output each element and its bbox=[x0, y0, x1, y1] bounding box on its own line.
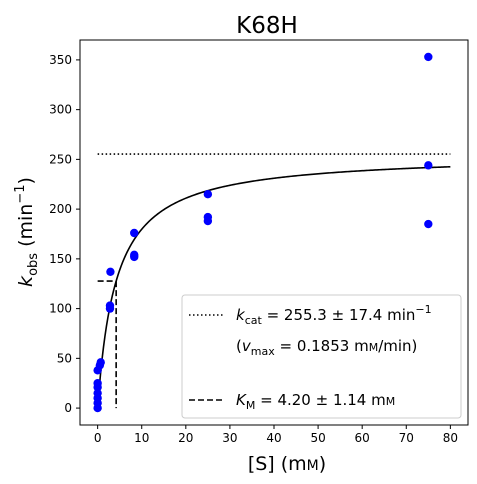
x-tick-label: 60 bbox=[355, 431, 370, 445]
x-tick-label: 20 bbox=[178, 431, 193, 445]
legend-vmax-close: /min) bbox=[378, 337, 417, 355]
y-tick-label: 300 bbox=[49, 103, 72, 117]
x-tick-label: 0 bbox=[94, 431, 102, 445]
y-axis-label-sup: −1 bbox=[13, 184, 28, 203]
data-point bbox=[130, 228, 139, 238]
y-axis-label-mid: (min bbox=[15, 204, 37, 253]
legend-vmax-unit: M bbox=[369, 341, 379, 354]
legend-vmax-open: ( bbox=[236, 337, 242, 355]
x-tick-label: 50 bbox=[310, 431, 325, 445]
y-tick-label: 200 bbox=[49, 202, 72, 216]
x-tick-label: 40 bbox=[266, 431, 281, 445]
y-axis-label-k: k bbox=[15, 275, 37, 287]
y-tick-label: 0 bbox=[64, 401, 72, 415]
legend-km-unit: M bbox=[386, 395, 396, 408]
data-point bbox=[130, 250, 139, 260]
lines-layer bbox=[96, 153, 451, 409]
legend-km-label: KM = 4.20 ± 1.14 mM bbox=[236, 391, 395, 412]
x-axis-label-unit: M bbox=[307, 458, 319, 474]
legend-kcat-sub: cat bbox=[245, 314, 263, 327]
data-point bbox=[203, 212, 213, 222]
legend-km-sub: M bbox=[246, 399, 256, 412]
legend-kcat-label: kcat = 255.3 ± 17.4 min−1 bbox=[236, 303, 432, 327]
x-tick-label: 30 bbox=[222, 431, 237, 445]
legend-vmax-sub: max bbox=[251, 345, 275, 358]
legend-km-k: K bbox=[236, 391, 247, 409]
data-point bbox=[424, 52, 433, 62]
y-tick-label: 250 bbox=[49, 152, 72, 166]
x-tick-label: 10 bbox=[134, 431, 149, 445]
legend-kcat-k: k bbox=[236, 306, 246, 324]
data-point bbox=[424, 219, 433, 229]
y-axis-label-sub: obs bbox=[26, 253, 41, 276]
data-point bbox=[105, 301, 115, 310]
data-point bbox=[93, 379, 102, 388]
legend-vmax-text: = 0.1853 m bbox=[275, 337, 369, 355]
x-tick-label: 80 bbox=[443, 431, 458, 445]
legend-box bbox=[181, 294, 462, 419]
legend: kcat = 255.3 ± 17.4 min−1 (vmax = 0.1853… bbox=[181, 294, 462, 419]
legend-kcat-sup: −1 bbox=[415, 303, 431, 316]
fit-curve bbox=[96, 165, 451, 409]
y-axis-label: kobs (min−1) bbox=[13, 177, 41, 287]
x-tick-label: 70 bbox=[399, 431, 414, 445]
legend-vmax-label: (vmax = 0.1853 mM/min) bbox=[236, 337, 417, 358]
data-point bbox=[106, 267, 115, 276]
legend-vmax-v: v bbox=[242, 337, 252, 355]
chart-title: K68H bbox=[236, 13, 298, 39]
x-axis-label-main: [S] (m bbox=[248, 453, 307, 475]
data-point bbox=[96, 358, 105, 367]
x-axis-label: [S] (mM) bbox=[248, 453, 326, 475]
y-axis-label-close: ) bbox=[15, 177, 37, 184]
y-tick-label: 50 bbox=[57, 351, 72, 365]
y-tick-label: 100 bbox=[49, 302, 72, 316]
y-tick-label: 150 bbox=[49, 252, 72, 266]
legend-kcat-text: = 255.3 ± 17.4 min bbox=[262, 306, 416, 324]
points-layer bbox=[93, 52, 433, 413]
data-point bbox=[93, 388, 102, 398]
legend-km-text: = 4.20 ± 1.14 m bbox=[255, 391, 385, 409]
x-axis-label-close: ) bbox=[319, 453, 326, 475]
y-tick-label: 350 bbox=[49, 53, 72, 67]
data-point bbox=[203, 189, 213, 199]
ticks-layer: 0 10 20 30 40 50 60 70 80 0 50 100 150 200 250 300 350 bbox=[49, 53, 458, 445]
data-point bbox=[424, 161, 433, 170]
